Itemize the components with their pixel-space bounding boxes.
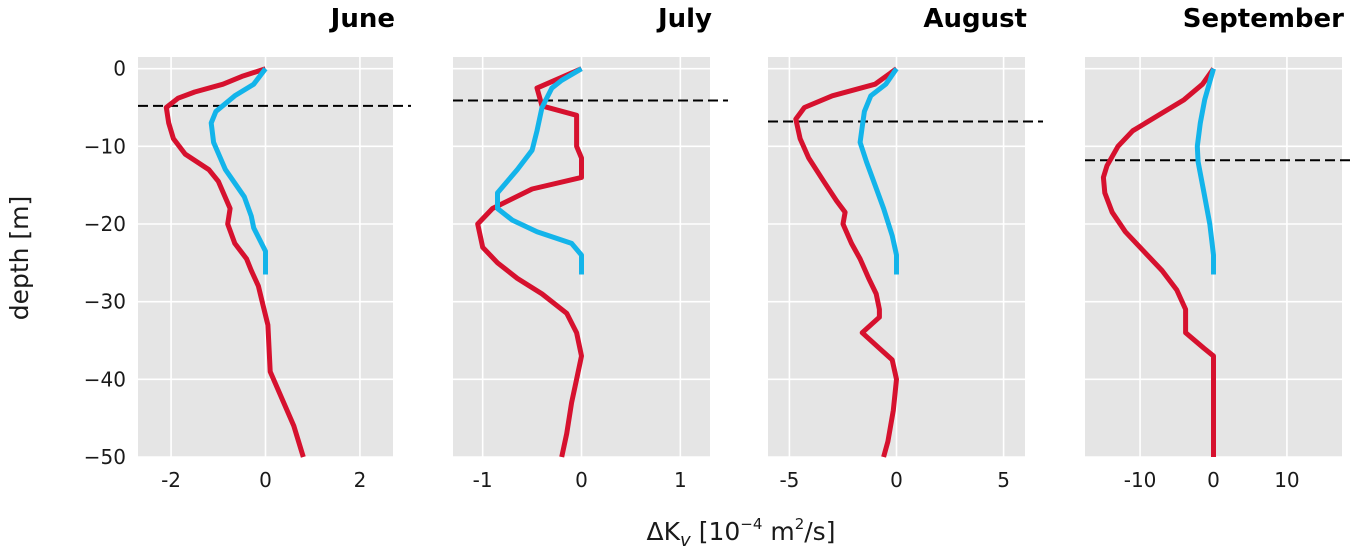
red-series-line: [163, 66, 306, 458]
x-tick-label: 10: [1274, 468, 1299, 492]
x-tick-label: 0: [575, 468, 588, 492]
subplot-1: June -2 0 2 0 −10 −20 −30 −40 −50: [84, 4, 411, 492]
x-tick-label: -5: [779, 468, 799, 492]
x-axis-label-tail: /s]: [804, 517, 835, 546]
y-tick-label: −50: [84, 445, 126, 469]
x-axis-label-bracket: [10: [699, 517, 741, 546]
y-tick-label: 0: [113, 57, 126, 81]
red-series-line: [475, 66, 584, 458]
subplot-3: August -5 0 5: [768, 4, 1043, 492]
x-tick-label: 2: [354, 468, 367, 492]
x-axis-label-exponent: −4: [740, 515, 762, 533]
red-series-line: [1100, 67, 1216, 457]
x-tick-label: -1: [473, 468, 493, 492]
y-axis-label: depth [m]: [5, 196, 34, 321]
subplot-2: July -1 0 1: [453, 4, 728, 492]
x-axis-label-unit-exponent: 2: [795, 515, 805, 533]
x-axis-label-unit: m: [762, 517, 794, 546]
subplot-title: July: [656, 4, 712, 34]
x-tick-label: 0: [1207, 468, 1220, 492]
x-tick-label: 1: [674, 468, 687, 492]
x-axis-label-subscript: v: [680, 530, 691, 549]
subplot-title: September: [1183, 4, 1344, 34]
x-tick-label: -2: [161, 468, 181, 492]
x-tick-label: 0: [890, 468, 903, 492]
y-tick-label: −10: [84, 134, 126, 158]
blue-series-line: [495, 66, 584, 275]
subplot-4: September -10 0 10: [1085, 4, 1355, 492]
x-tick-label: -10: [1124, 468, 1157, 492]
subplot-title: August: [923, 4, 1027, 34]
x-tick-label: 5: [997, 468, 1010, 492]
y-tick-label: −30: [84, 290, 126, 314]
subplot-title: June: [329, 4, 395, 34]
red-series-line: [793, 66, 899, 458]
blue-series-line: [1194, 68, 1216, 275]
y-tick-label: −40: [84, 367, 126, 391]
x-axis-label-delta: ΔK: [647, 517, 681, 546]
y-tick-label: −20: [84, 212, 126, 236]
blue-series-line: [857, 67, 899, 275]
blue-series-line: [208, 67, 268, 275]
x-tick-label: 0: [259, 468, 272, 492]
x-axis-label: ΔKv [10−4 m2/s]: [647, 515, 836, 549]
